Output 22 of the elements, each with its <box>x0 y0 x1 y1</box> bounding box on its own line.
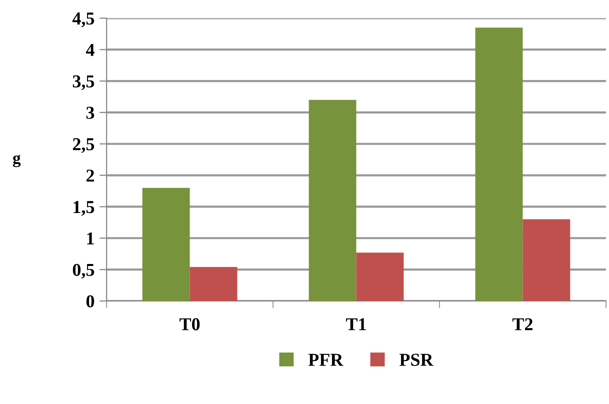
bar <box>522 219 570 301</box>
y-tick-label: 1 <box>87 232 94 244</box>
bar <box>475 28 523 301</box>
legend-label: PFR <box>308 354 344 366</box>
y-tick-label: 0,5 <box>72 264 94 279</box>
bar <box>142 188 190 301</box>
y-tick-label: 1,5 <box>74 201 94 216</box>
y-tick-label: 4 <box>86 44 94 56</box>
y-tick-label: 0 <box>86 295 94 308</box>
y-tick-label: 3 <box>86 106 94 119</box>
y-tick-label: 3,5 <box>72 75 94 90</box>
bar <box>308 100 356 301</box>
x-tick-label: T2 <box>512 318 532 330</box>
bar <box>190 267 238 301</box>
y-tick-label: 2,5 <box>72 138 94 153</box>
bar <box>356 252 404 301</box>
x-tick-label: T0 <box>180 318 200 330</box>
x-tick-label: T1 <box>346 318 366 330</box>
y-axis-title: g <box>12 154 21 168</box>
y-tick-label: 2 <box>86 170 94 182</box>
y-tick-label: 4,5 <box>72 12 94 28</box>
legend-label: PSR <box>399 354 434 366</box>
